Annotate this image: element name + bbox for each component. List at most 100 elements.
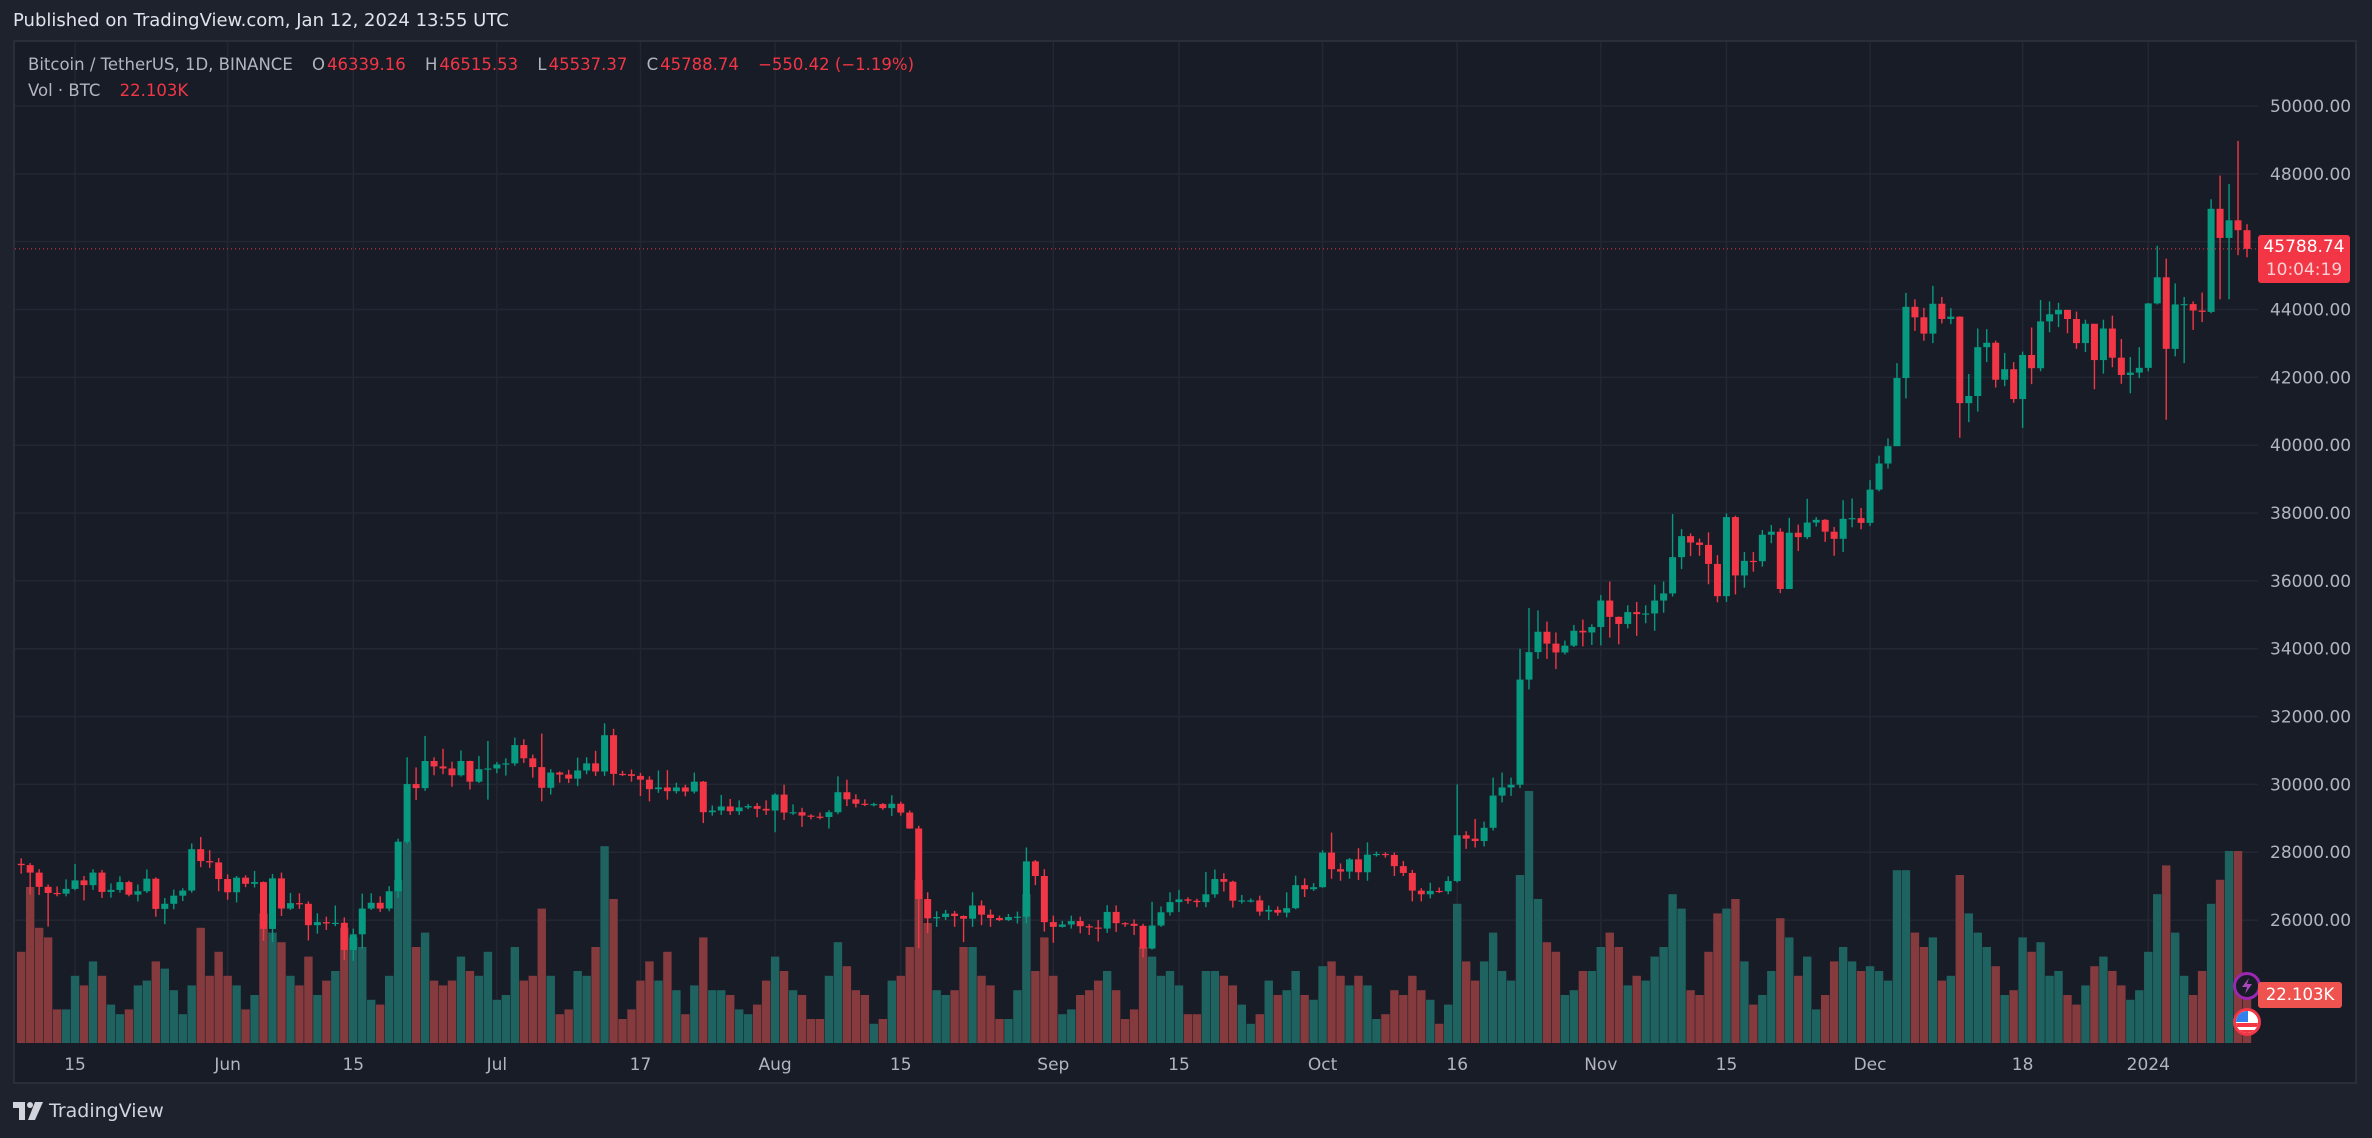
volume-bar <box>1237 1004 1246 1043</box>
candle-body <box>681 787 689 792</box>
time-tick-label: Sep <box>1037 1055 1069 1075</box>
volume-bar <box>1785 937 1794 1043</box>
volume-bar <box>205 975 214 1043</box>
high-label: H <box>425 55 438 74</box>
candle-body <box>1130 923 1138 926</box>
candle-body <box>1929 303 1937 334</box>
volume-bars <box>17 791 2252 1043</box>
volume-bar <box>851 990 861 1043</box>
volume-bar <box>2126 999 2135 1043</box>
volume-bar <box>1776 918 1785 1043</box>
time-tick-label: 15 <box>342 1055 364 1075</box>
volume-bar <box>1596 947 1605 1043</box>
volume-bar <box>1704 951 1713 1043</box>
candle-body <box>448 768 456 776</box>
candle-body <box>1390 854 1398 867</box>
candle-body <box>1633 612 1641 615</box>
candle-body <box>663 787 671 792</box>
candle-body <box>1516 679 1524 785</box>
candle-body <box>995 918 1003 921</box>
price-tick-label: 28000.00 <box>2270 843 2351 863</box>
price-tick-label: 50000.00 <box>2270 97 2351 117</box>
volume-bar <box>1435 1023 1444 1043</box>
volume-bar <box>465 971 475 1043</box>
volume-bar <box>573 971 582 1043</box>
candle-body <box>1489 795 1497 828</box>
volume-bar <box>411 947 421 1043</box>
volume-bar <box>1273 995 1282 1043</box>
candle-body <box>870 804 878 806</box>
candle-body <box>547 772 555 788</box>
candle-body <box>233 877 241 893</box>
volume-bar <box>1964 913 1973 1043</box>
candle-body <box>1372 853 1380 856</box>
tradingview-brand[interactable]: TradingView <box>49 1100 164 1122</box>
candle-body <box>825 812 833 817</box>
volume-bar <box>1120 1019 1130 1043</box>
candle-body <box>1740 560 1748 576</box>
candle-body <box>672 787 680 792</box>
volume-bar <box>1390 990 1399 1043</box>
volume-bar <box>672 990 681 1043</box>
candle-body <box>1660 593 1668 601</box>
volume-bar <box>1372 1019 1381 1043</box>
volume-bar <box>1336 975 1345 1043</box>
volume-bar <box>654 980 663 1043</box>
volume-bar <box>1812 1009 1821 1043</box>
candle-body <box>1642 613 1650 615</box>
open-value: 46339.16 <box>327 55 406 74</box>
volume-bar <box>456 956 466 1043</box>
volume-bar <box>896 975 905 1043</box>
us-flag-event-icon[interactable] <box>2233 1008 2261 1036</box>
lightning-event-icon[interactable] <box>2233 972 2261 1000</box>
volume-bar <box>1031 971 1040 1043</box>
price-tick-label: 42000.00 <box>2270 368 2351 388</box>
time-tick-label: 15 <box>1716 1055 1738 1075</box>
change-value: −550.42 (−1.19%) <box>758 55 915 74</box>
volume-tag: 22.103K <box>2258 982 2342 1008</box>
volume-bar <box>1219 975 1229 1043</box>
time-tick-label: Jun <box>213 1055 241 1075</box>
candles <box>17 140 2251 961</box>
candle-body <box>1803 522 1811 538</box>
volume-bar <box>1901 870 1911 1043</box>
volume-bar <box>708 990 717 1043</box>
candle-body <box>1974 347 1982 397</box>
candle-body <box>2081 323 2089 344</box>
volume-bar <box>1282 990 1291 1043</box>
volume-row: Vol · BTC 22.103K <box>28 78 916 104</box>
volume-bar <box>1794 975 1803 1043</box>
candle-body <box>1857 518 1865 523</box>
candle-body <box>744 806 752 808</box>
volume-bar <box>1488 932 1498 1043</box>
grid <box>15 42 2258 1043</box>
volume-bar <box>115 1014 125 1043</box>
candle-body <box>349 934 357 950</box>
volume-bar <box>923 923 932 1043</box>
candle-body <box>1435 890 1443 893</box>
volume-bar <box>393 879 403 1043</box>
volume-bar <box>1641 980 1650 1043</box>
volume-bar <box>2063 995 2072 1043</box>
volume-bar <box>546 975 555 1043</box>
price-tick-label: 48000.00 <box>2270 165 2351 185</box>
candle-body <box>1175 899 1183 903</box>
price-tick-label: 34000.00 <box>2270 640 2351 660</box>
candle-body <box>295 903 303 905</box>
volume-bar <box>2233 851 2243 1043</box>
volume-label[interactable]: Vol · BTC <box>28 81 101 100</box>
candle-body <box>1462 835 1470 839</box>
volume-bar <box>663 951 672 1043</box>
volume-bar <box>1201 971 1211 1043</box>
candle-body <box>17 863 25 866</box>
candle-body <box>1444 881 1452 892</box>
volume-bar <box>600 846 609 1043</box>
volume-bar <box>1758 995 1767 1043</box>
symbol-title[interactable]: Bitcoin / TetherUS, 1D, BINANCE <box>28 55 293 74</box>
candle-body <box>2010 369 2018 400</box>
volume-bar <box>519 980 528 1043</box>
time-tick-label: 15 <box>64 1055 86 1075</box>
candle-body <box>2198 310 2206 312</box>
candle-body <box>645 779 653 790</box>
